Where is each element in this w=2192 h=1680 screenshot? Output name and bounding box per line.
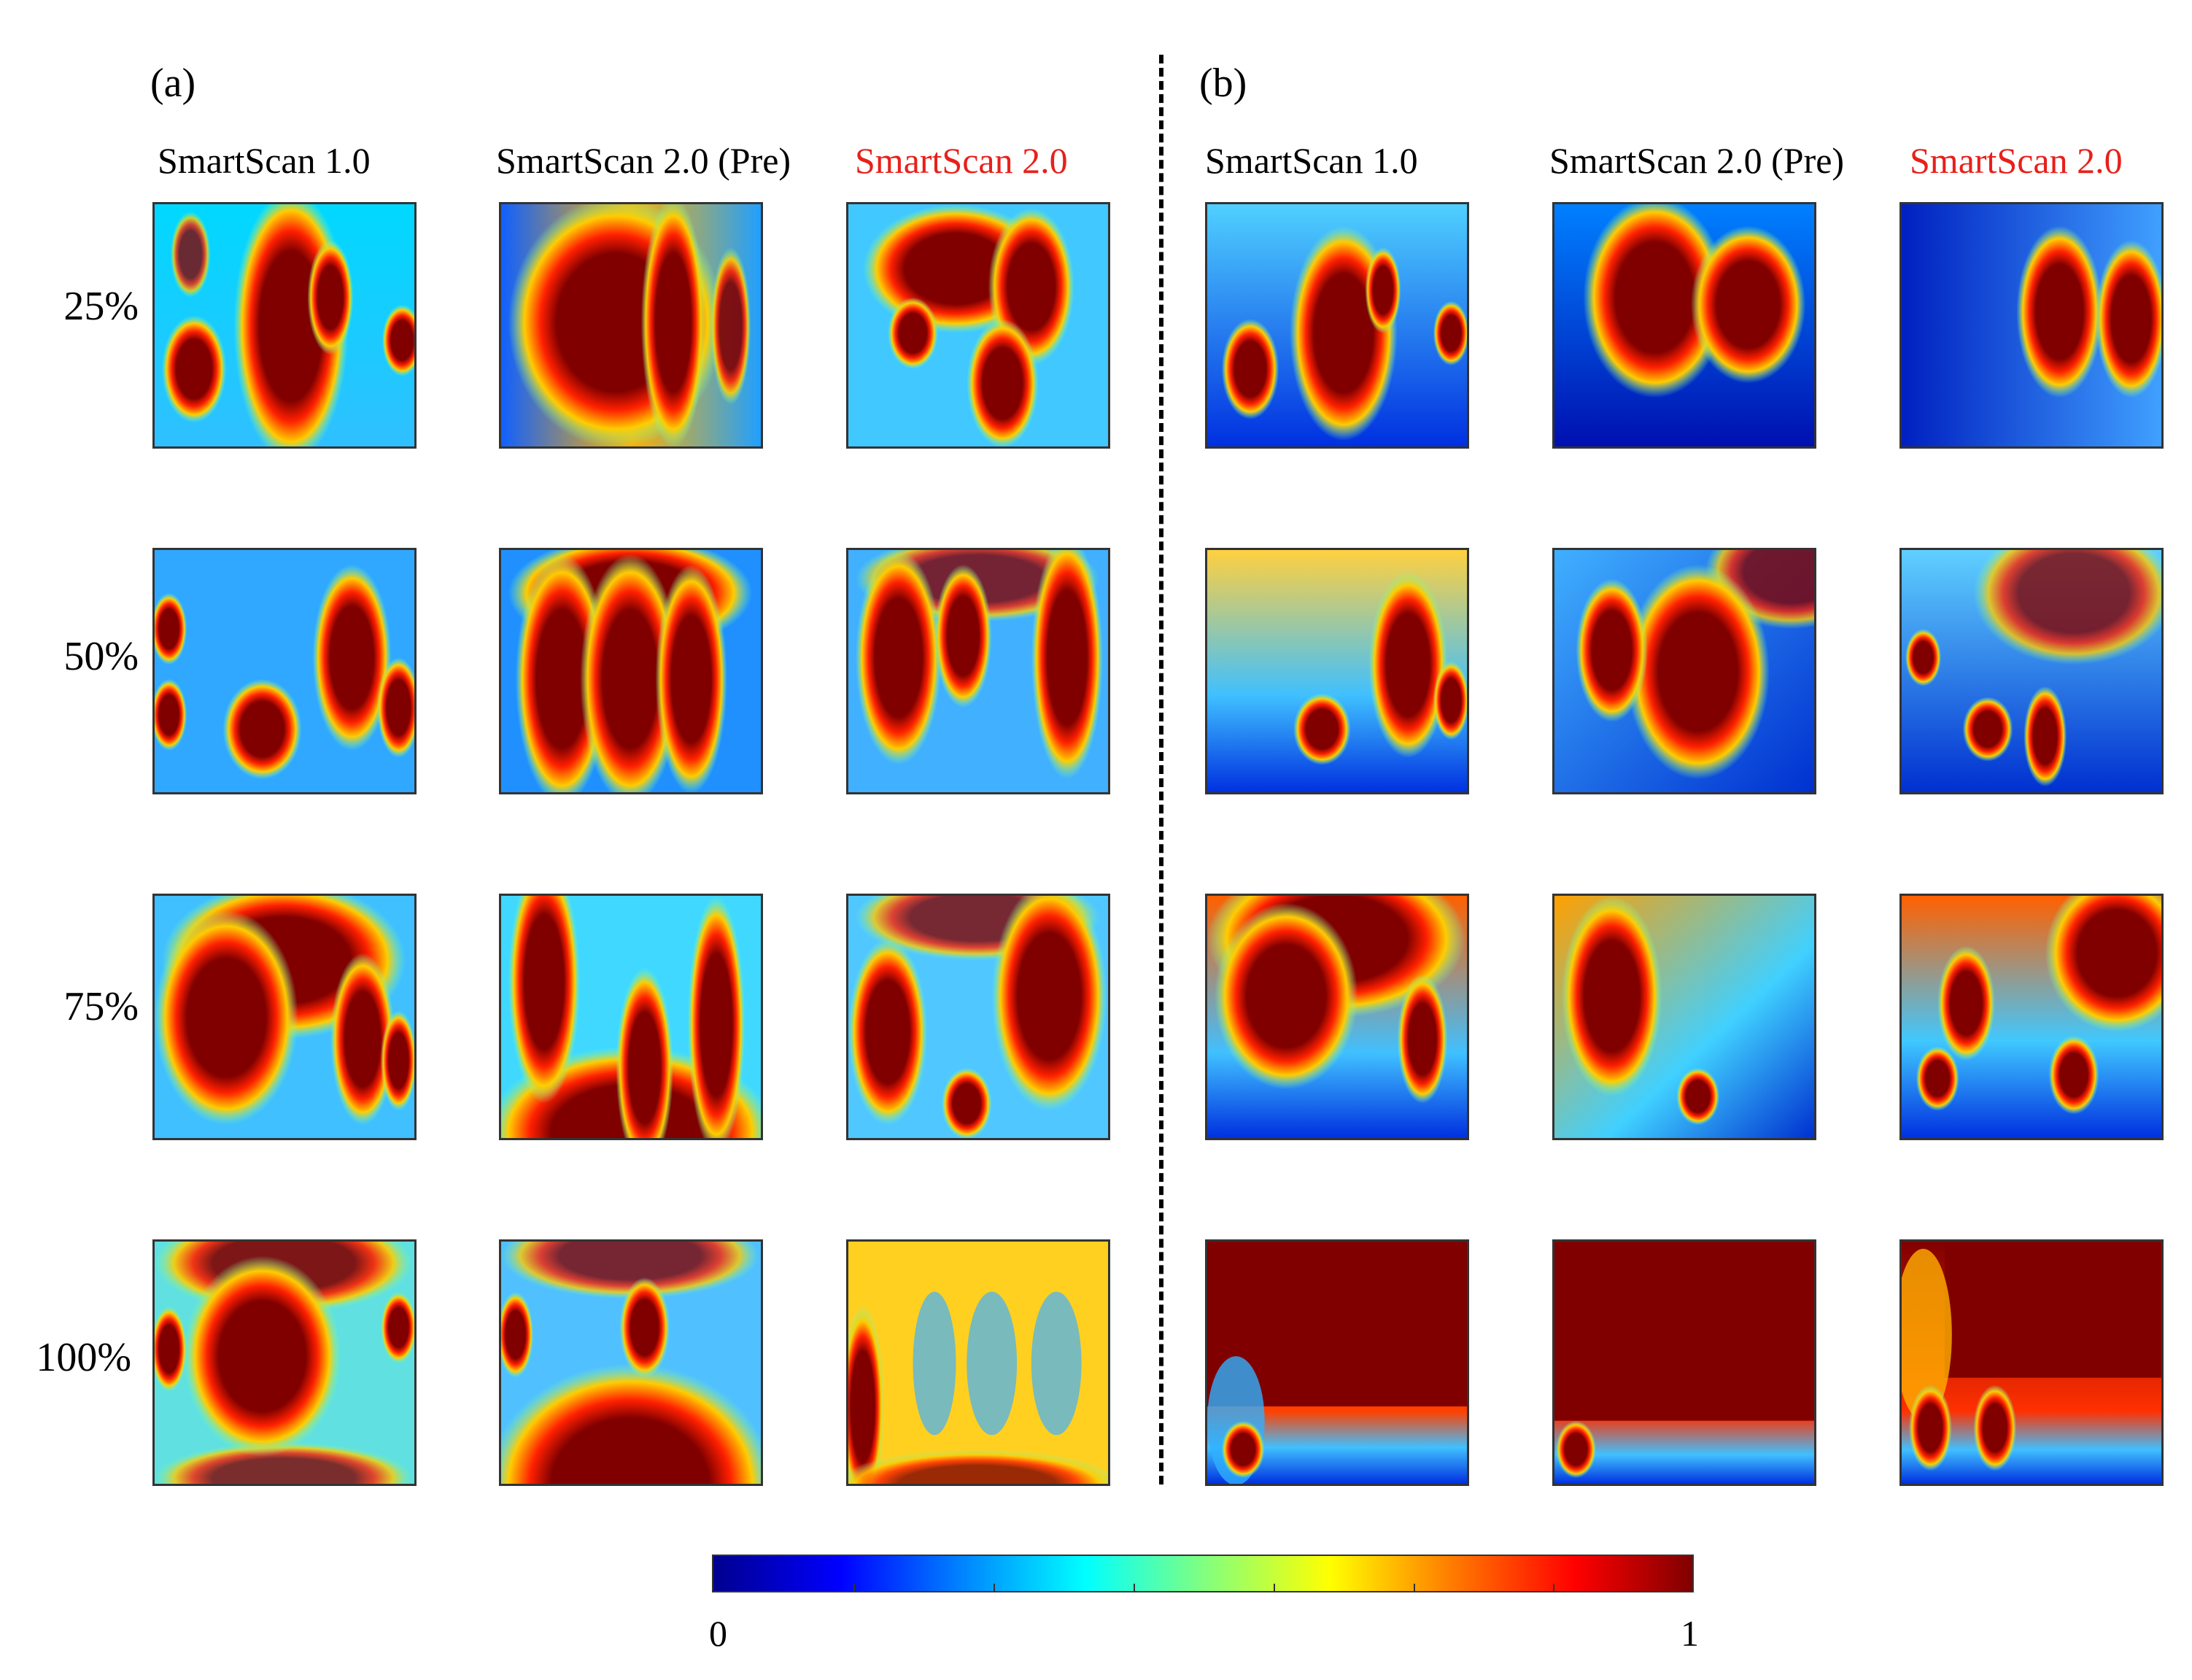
- heatmap-b-r1-c1: [1205, 202, 1469, 449]
- heatmap-a-r2-c1: [152, 548, 417, 794]
- panel-b-label: (b): [1199, 61, 1247, 106]
- heatmap-a-r4-c2: [499, 1239, 763, 1486]
- heatmap-b-r4-c1: [1205, 1239, 1469, 1486]
- colorbar-min-label: 0: [709, 1613, 727, 1654]
- colorbar-tick: [993, 1584, 995, 1591]
- heatmap-b-r3-c2: [1552, 894, 1816, 1140]
- heatmap-b-r3-c1: [1205, 894, 1469, 1140]
- heatmap-a-r4-c1: [152, 1239, 417, 1486]
- col-header-b-smartscan2-pre: SmartScan 2.0 (Pre): [1549, 140, 1845, 181]
- heatmap-a-r2-c2: [499, 548, 763, 794]
- heatmap-b-r2-c2: [1552, 548, 1816, 794]
- colorbar-tick: [853, 1584, 855, 1591]
- col-header-b-smartscan1: SmartScan 1.0: [1205, 140, 1418, 181]
- heatmap-a-r3-c3: [846, 894, 1110, 1140]
- heatmap-a-r3-c2: [499, 894, 763, 1140]
- col-header-a-smartscan2-pre: SmartScan 2.0 (Pre): [496, 140, 791, 181]
- heatmap-a-r1-c2: [499, 202, 763, 449]
- colorbar-max-label: 1: [1681, 1613, 1699, 1654]
- heatmap-b-r4-c3: [1899, 1239, 2164, 1486]
- heatmap-b-r2-c1: [1205, 548, 1469, 794]
- colorbar-tick: [1413, 1584, 1415, 1591]
- heatmap-b-r3-c3: [1899, 894, 2164, 1140]
- colorbar: [712, 1555, 1694, 1592]
- col-header-b-smartscan2: SmartScan 2.0: [1910, 140, 2123, 181]
- row-label-50: 50%: [63, 634, 139, 679]
- heatmap-b-r1-c3: [1899, 202, 2164, 449]
- colorbar-tick: [1553, 1584, 1555, 1591]
- heatmap-a-r3-c1: [152, 894, 417, 1140]
- colorbar-tick: [1273, 1584, 1275, 1591]
- heatmap-b-r1-c2: [1552, 202, 1816, 449]
- heatmap-a-r4-c3: [846, 1239, 1110, 1486]
- row-label-100: 100%: [36, 1335, 131, 1380]
- col-header-a-smartscan2: SmartScan 2.0: [855, 140, 1068, 181]
- heatmap-a-r2-c3: [846, 548, 1110, 794]
- panel-a-label: (a): [150, 61, 196, 106]
- heatmap-a-r1-c1: [152, 202, 417, 449]
- heatmap-a-r1-c3: [846, 202, 1110, 449]
- row-label-25: 25%: [63, 284, 139, 329]
- col-header-a-smartscan1: SmartScan 1.0: [158, 140, 371, 181]
- heatmap-b-r2-c3: [1899, 548, 2164, 794]
- heatmap-b-r4-c2: [1552, 1239, 1816, 1486]
- colorbar-tick: [1133, 1584, 1135, 1591]
- panel-divider: [1159, 55, 1163, 1484]
- row-label-75: 75%: [63, 984, 139, 1029]
